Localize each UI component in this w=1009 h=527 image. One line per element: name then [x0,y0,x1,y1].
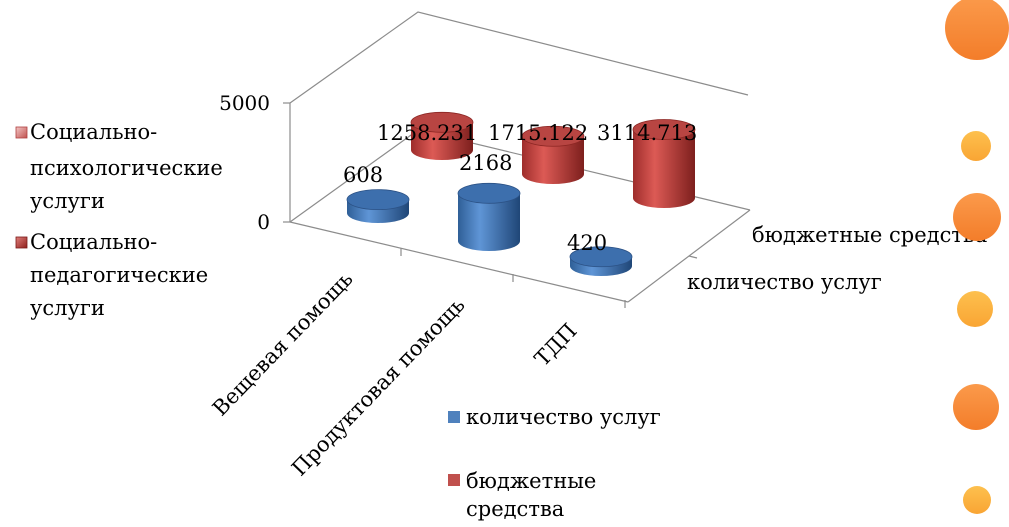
depth-tick-mark [688,255,698,259]
depth-axis-label: бюджетные средства [752,223,987,247]
decor-circle-yellow [963,486,991,514]
front-edge [289,221,629,303]
side-legend-label: услуги [30,189,105,213]
data-label-red: 1715.122 [488,121,588,145]
bar-body-red [411,122,473,160]
data-label-red: 1258.231 [377,121,477,145]
decor-circle-orange [945,0,1009,60]
legend-label-line: средства [466,497,564,521]
y-tick-label: 5000 [219,91,270,115]
side-legend-label: Социально- [30,120,157,144]
x-category-label: ТДП [530,319,582,371]
legend-label: количество услуг [466,405,661,429]
side-legend-label: психологические [30,156,223,180]
y-tick-label: 0 [257,210,270,234]
decor-circle-yellow [957,291,993,327]
x-category-label: Вещевая помощь [208,267,358,421]
side-legend-marker [15,236,28,249]
decor-circle-orange [953,193,1001,241]
side-legend-marker [15,126,28,139]
bar-top-red [521,125,585,147]
decor-circles [945,0,1009,514]
side-legend-label: Социально- [30,230,157,254]
bar-top-blue [457,182,521,204]
data-label-blue: 608 [343,163,383,187]
side-legend-label: услуги [30,296,105,320]
legend-swatch-red [448,474,460,486]
bar-body-red [522,136,584,184]
side-legend: Социально- психологические услуги Социал… [15,120,223,320]
data-label-blue: 420 [567,231,607,255]
decor-circle-orange [953,384,999,430]
bar-top-red [410,111,474,133]
legend-label-line: бюджетные [466,469,596,493]
chart-legend: количество услуг бюджетные средства [448,405,661,521]
bar-top-blue [569,246,633,268]
bar-top-red [632,119,696,140]
data-label-blue: 2168 [459,151,512,175]
decor-circle-yellow [961,131,991,161]
bars-group [346,111,696,276]
bar-top-blue [346,189,410,211]
side-legend-label: педагогические [30,263,208,287]
bar-body-red [633,129,695,208]
bar-body-blue [458,193,520,251]
back-wall-edge [289,11,749,104]
data-label-red: 3114.713 [597,121,697,145]
depth-axis-label: количество услуг [687,270,882,294]
legend-swatch-blue [448,411,460,423]
